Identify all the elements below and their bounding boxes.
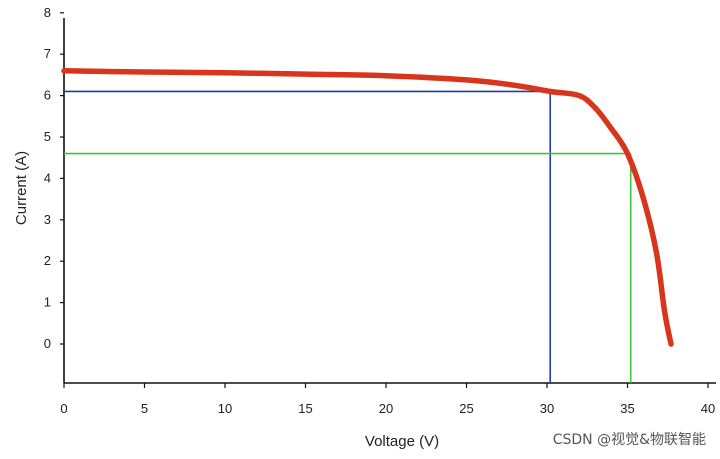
iv-curve-line [61, 68, 674, 347]
x-tick-label: 15 [298, 401, 312, 416]
x-tick-label: 10 [218, 401, 232, 416]
x-tick-label: 25 [459, 401, 473, 416]
watermark: CSDN @视觉&物联智能 [552, 432, 706, 448]
y-tick-label: 0 [44, 336, 51, 351]
x-tick-label: 30 [540, 401, 554, 416]
x-tick-label: 40 [701, 401, 715, 416]
x-axis-title: Voltage (V) [365, 433, 439, 450]
axis-ticks: 05101520253035400123456789 [44, 5, 715, 416]
y-tick-label: 6 [44, 88, 51, 103]
y-tick-label: 4 [44, 170, 51, 185]
y-tick-label: 2 [44, 253, 51, 268]
x-tick-label: 35 [620, 401, 634, 416]
y-tick-label: 1 [44, 295, 51, 310]
x-tick-label: 0 [60, 401, 67, 416]
axes [63, 18, 716, 384]
y-tick-label: 5 [44, 129, 51, 144]
x-tick-label: 5 [141, 401, 148, 416]
x-tick-label: 20 [379, 401, 393, 416]
y-tick-label: 7 [44, 46, 51, 61]
y-tick-label: 8 [44, 5, 51, 20]
y-axis-title: Current (A) [13, 151, 30, 225]
series-layer [61, 68, 674, 347]
y-tick-label: 3 [44, 212, 51, 227]
reference-lines [64, 90, 632, 383]
